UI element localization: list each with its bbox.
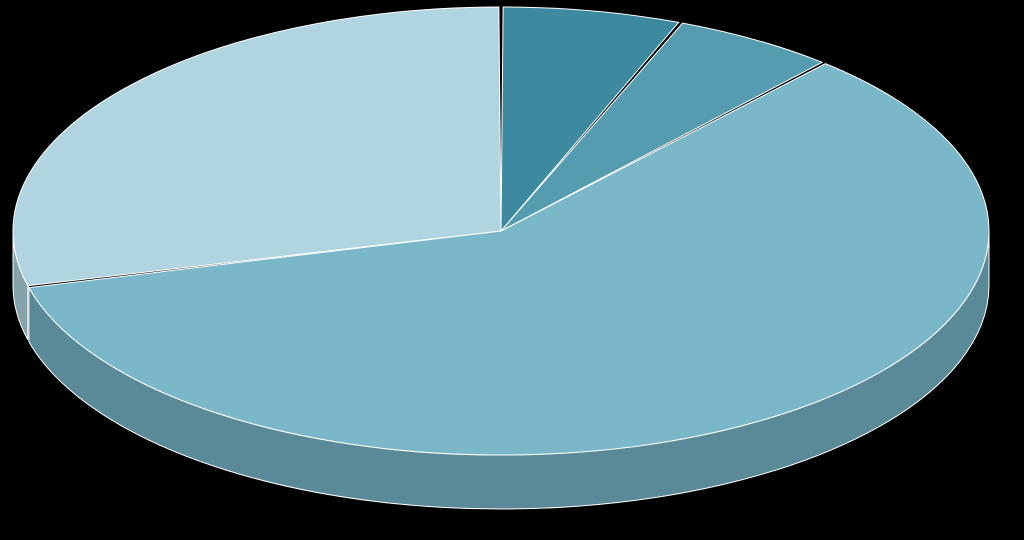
pie-3d-chart bbox=[0, 0, 1024, 540]
